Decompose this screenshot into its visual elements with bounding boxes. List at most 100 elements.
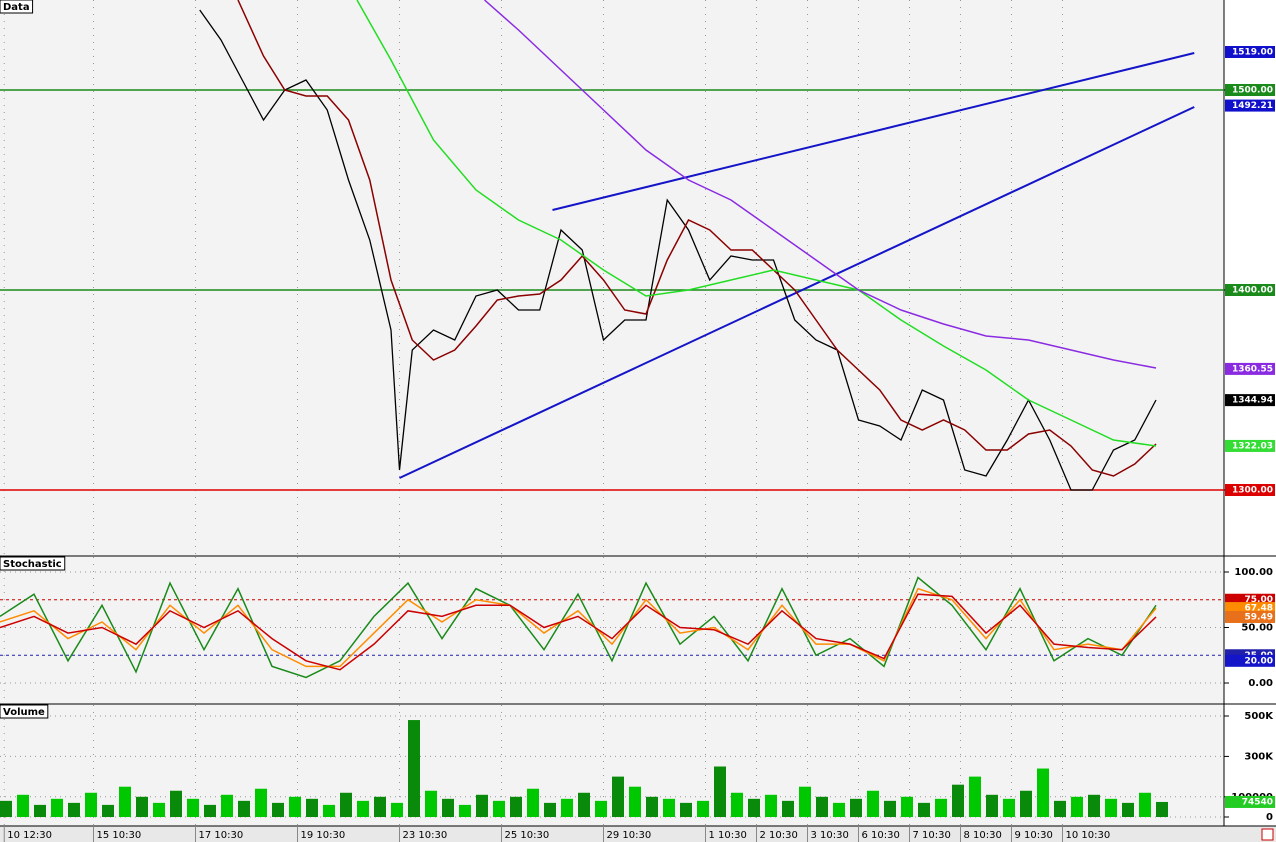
volume-bar — [119, 786, 131, 818]
price-marker-label: 59.49 — [1245, 612, 1273, 622]
y-tick-label: 50.00 — [1241, 623, 1273, 634]
y-tick-box — [1225, 484, 1275, 496]
x-tick-label: 2 10:30 — [760, 830, 798, 841]
series-line — [356, 0, 1157, 447]
scale-button[interactable] — [1261, 828, 1274, 841]
volume-bar — [527, 788, 539, 818]
volume-bar — [391, 802, 403, 818]
panel-title-box — [0, 0, 34, 14]
volume-bar — [289, 796, 301, 818]
volume-bar — [510, 796, 522, 818]
volume-bar — [1088, 794, 1100, 818]
volume-bar — [221, 794, 233, 818]
volume-bar — [1003, 798, 1015, 818]
x-tick-label: 9 10:30 — [1015, 830, 1053, 841]
volume-bar — [629, 786, 641, 818]
y-tick-label: 1500.00 — [1232, 86, 1273, 96]
y-tick-label: 500K — [1244, 711, 1274, 722]
volume-bar — [306, 798, 318, 818]
volume-bar — [561, 798, 573, 818]
volume-bar — [255, 788, 267, 818]
volume-bar — [493, 800, 505, 818]
y-tick-label: 1300.00 — [1232, 486, 1273, 496]
x-tick-label: 29 10:30 — [607, 830, 652, 841]
x-tick-label: 6 10:30 — [862, 830, 900, 841]
price-marker-label: 74540 — [1242, 797, 1273, 807]
volume-bar — [782, 800, 794, 818]
trendline — [552, 52, 1195, 211]
price-marker-label: 1344.94 — [1232, 396, 1273, 406]
volume-bar — [272, 802, 284, 818]
plot-background — [0, 0, 1224, 826]
volume-bar — [867, 790, 879, 818]
x-tick-label: 1 10:30 — [709, 830, 747, 841]
volume-bar — [595, 800, 607, 818]
price-marker-box — [1225, 439, 1275, 452]
x-tick-label: 15 10:30 — [97, 830, 142, 841]
volume-bar — [884, 800, 896, 818]
panel-title-box — [0, 704, 49, 719]
volume-bar — [697, 800, 709, 818]
volume-bar — [969, 776, 981, 818]
series-line — [199, 9, 1157, 491]
volume-bar — [612, 776, 624, 818]
volume-bar — [748, 798, 760, 818]
volume-bar — [1122, 802, 1134, 818]
volume-bar — [799, 786, 811, 818]
volume-bar — [731, 792, 743, 818]
y-tick-label: 1400.00 — [1232, 286, 1273, 296]
x-tick-label: 8 10:30 — [964, 830, 1002, 841]
y-tick-label: 0.00 — [1248, 678, 1273, 689]
volume-bar — [187, 798, 199, 818]
volume-bar — [680, 802, 692, 818]
volume-bar — [850, 798, 862, 818]
volume-bar — [952, 784, 964, 818]
price-marker-label: 1519.00 — [1232, 48, 1273, 58]
axis-background — [1224, 0, 1276, 826]
y-tick-box — [1225, 84, 1275, 96]
x-tick-label: 19 10:30 — [301, 830, 346, 841]
x-axis-strip — [0, 826, 1276, 842]
volume-bar — [408, 720, 420, 818]
y-tick-label: 0 — [1266, 812, 1273, 823]
volume-bar — [986, 794, 998, 818]
volume-bar — [459, 804, 471, 818]
volume-bar — [323, 804, 335, 818]
volume-bar — [544, 802, 556, 818]
price-marker-box — [1225, 610, 1275, 623]
volume-bar — [153, 802, 165, 818]
volume-bar — [1020, 790, 1032, 818]
price-marker-box — [1225, 394, 1275, 407]
x-tick-label: 3 10:30 — [811, 830, 849, 841]
panel-title: Stochastic — [3, 559, 62, 570]
series-line — [484, 0, 1157, 369]
volume-bar — [714, 766, 726, 818]
volume-bar — [0, 800, 12, 818]
volume-bar — [1156, 801, 1168, 818]
price-marker-label: 1360.55 — [1232, 364, 1273, 374]
price-marker-box — [1225, 795, 1275, 808]
volume-bar — [1071, 796, 1083, 818]
y-tick-label: 300K — [1244, 751, 1274, 762]
y-tick-label: 100.00 — [1234, 567, 1273, 578]
level-label: 75.00 — [1245, 595, 1273, 605]
volume-bar — [17, 794, 29, 818]
price-marker-box — [1225, 362, 1275, 375]
volume-bar — [51, 798, 63, 818]
volume-bar — [918, 802, 930, 818]
x-tick-label: 25 10:30 — [505, 830, 550, 841]
volume-bar — [663, 798, 675, 818]
series-line — [237, 0, 1157, 477]
x-tick-label: 23 10:30 — [403, 830, 448, 841]
price-marker-box — [1225, 654, 1275, 667]
volume-bar — [34, 804, 46, 818]
price-marker-label: 1322.03 — [1232, 441, 1273, 451]
price-marker-label: 1492.21 — [1232, 101, 1273, 111]
x-tick-label: 10 12:30 — [7, 830, 52, 841]
x-tick-label: 7 10:30 — [913, 830, 951, 841]
panel-title: Data — [3, 2, 30, 13]
price-marker-box — [1225, 99, 1275, 112]
volume-bar — [170, 790, 182, 818]
volume-bar — [901, 796, 913, 818]
